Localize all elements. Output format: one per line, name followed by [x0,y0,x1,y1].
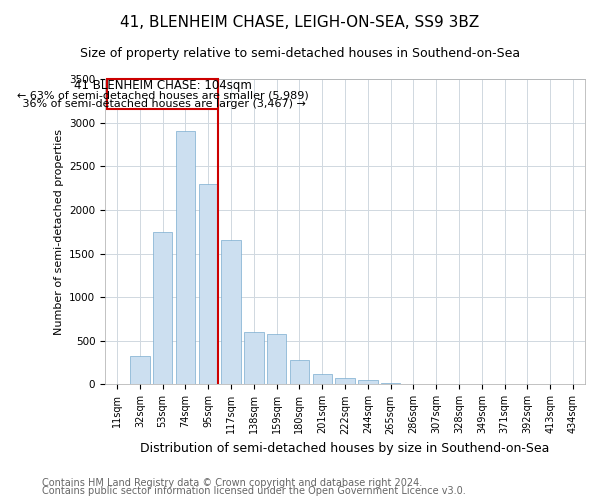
Bar [221,240,241,384]
Bar [267,334,286,384]
Text: Contains public sector information licensed under the Open Government Licence v3: Contains public sector information licen… [42,486,466,496]
Text: ← 63% of semi-detached houses are smaller (5,989): ← 63% of semi-detached houses are smalle… [17,90,308,100]
Text: 36% of semi-detached houses are larger (3,467) →: 36% of semi-detached houses are larger (… [19,99,306,109]
Bar [199,184,218,384]
Text: Contains HM Land Registry data © Crown copyright and database right 2024.: Contains HM Land Registry data © Crown c… [42,478,422,488]
FancyBboxPatch shape [107,79,218,108]
Bar [176,132,195,384]
Text: 41 BLENHEIM CHASE: 104sqm: 41 BLENHEIM CHASE: 104sqm [74,79,251,92]
X-axis label: Distribution of semi-detached houses by size in Southend-on-Sea: Distribution of semi-detached houses by … [140,442,550,455]
Y-axis label: Number of semi-detached properties: Number of semi-detached properties [53,128,64,334]
Text: Size of property relative to semi-detached houses in Southend-on-Sea: Size of property relative to semi-detach… [80,48,520,60]
Bar [313,374,332,384]
Bar [244,332,263,384]
Bar [381,383,400,384]
Bar [153,232,172,384]
Bar [358,380,377,384]
Text: 41, BLENHEIM CHASE, LEIGH-ON-SEA, SS9 3BZ: 41, BLENHEIM CHASE, LEIGH-ON-SEA, SS9 3B… [121,15,479,30]
Bar [290,360,309,384]
Bar [335,378,355,384]
Bar [130,356,149,384]
